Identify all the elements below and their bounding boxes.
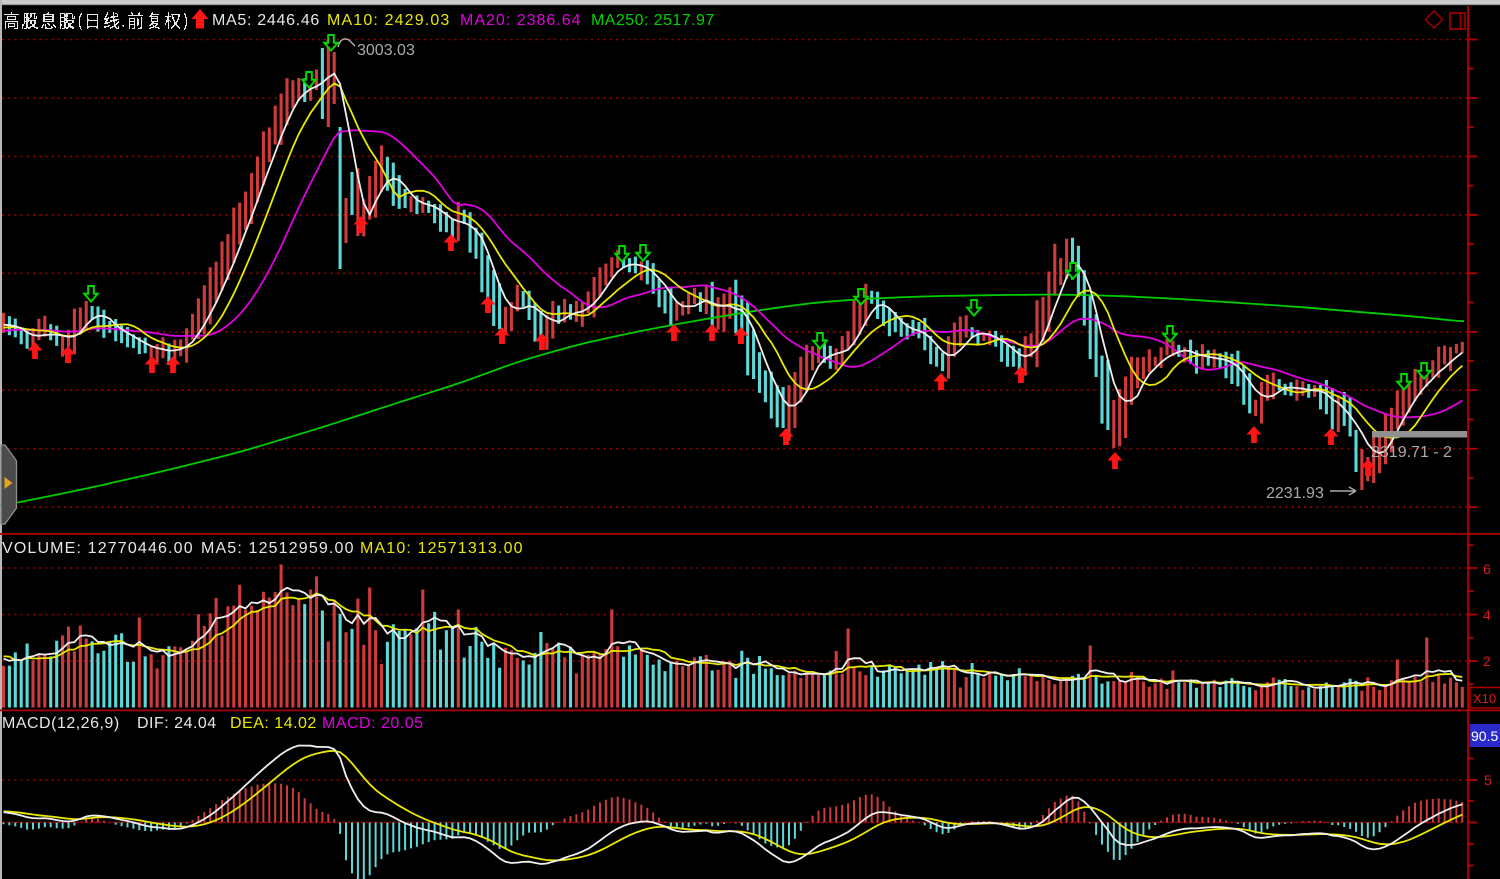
svg-text:6: 6 xyxy=(1483,561,1491,577)
svg-text:MA10: 12571313.00: MA10: 12571313.00 xyxy=(360,540,524,557)
svg-text:5: 5 xyxy=(1484,772,1492,788)
svg-text:DIF: 24.04: DIF: 24.04 xyxy=(137,715,217,732)
svg-text:2319.71 - 2: 2319.71 - 2 xyxy=(1371,444,1452,461)
svg-text:MACD(12,26,9): MACD(12,26,9) xyxy=(2,715,120,732)
svg-text:MA20: 2386.64: MA20: 2386.64 xyxy=(460,12,582,29)
svg-text:MA5: 2446.46: MA5: 2446.46 xyxy=(212,12,320,29)
svg-text:4: 4 xyxy=(1483,607,1491,623)
svg-text:DEA: 14.02: DEA: 14.02 xyxy=(230,715,317,732)
svg-text:MA10: 2429.03: MA10: 2429.03 xyxy=(327,12,450,29)
svg-text:MA5: 12512959.00: MA5: 12512959.00 xyxy=(201,540,355,557)
svg-text:3003.03: 3003.03 xyxy=(357,42,415,59)
svg-text:VOLUME: 12770446.00: VOLUME: 12770446.00 xyxy=(2,540,194,557)
svg-text:2231.93: 2231.93 xyxy=(1266,485,1324,502)
svg-text:2: 2 xyxy=(1483,653,1491,669)
svg-text:90.5: 90.5 xyxy=(1471,728,1498,744)
svg-text:X10: X10 xyxy=(1473,691,1496,706)
svg-text:MACD: 20.05: MACD: 20.05 xyxy=(322,715,424,732)
svg-text:MA250: 2517.97: MA250: 2517.97 xyxy=(591,12,715,29)
